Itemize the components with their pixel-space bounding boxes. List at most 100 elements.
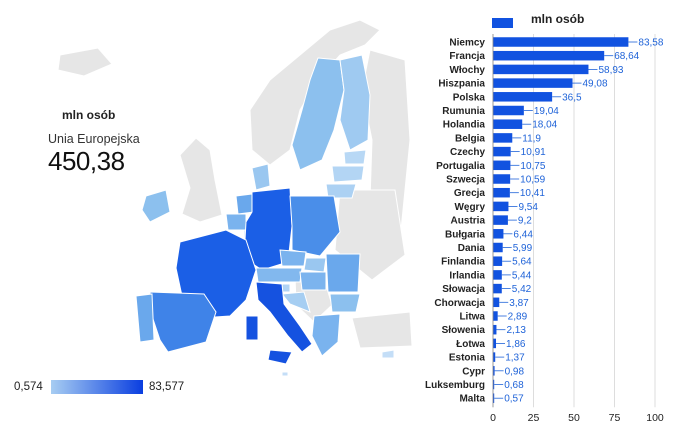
- x-tick-label: 25: [528, 412, 540, 421]
- bar: [493, 283, 502, 294]
- x-tick-label: 75: [609, 412, 621, 421]
- value-label: 68,64: [614, 51, 639, 62]
- category-label: Dania: [458, 243, 486, 254]
- category-label: Austria: [451, 216, 486, 227]
- category-label: Estonia: [449, 353, 486, 364]
- category-label: Czechy: [450, 147, 485, 158]
- value-label: 11,9: [522, 133, 541, 144]
- value-label: 2,13: [506, 325, 526, 336]
- legend-swatch: [492, 18, 513, 28]
- category-label: Łotwa: [456, 339, 485, 350]
- category-label: Hiszpania: [438, 79, 485, 90]
- value-label: 0,98: [505, 366, 525, 377]
- category-label: Holandia: [443, 120, 486, 131]
- x-tick-label: 50: [568, 412, 580, 421]
- czechia-shape: [279, 249, 307, 267]
- value-label: 10,91: [521, 147, 546, 158]
- value-label: 5,42: [512, 284, 532, 295]
- value-label: 49,08: [583, 79, 608, 90]
- ireland-shape: [141, 189, 171, 223]
- value-label: 5,64: [512, 257, 532, 268]
- value-label: 1,86: [506, 339, 526, 350]
- value-label: 83,58: [638, 38, 663, 49]
- value-label: 9,54: [518, 202, 538, 213]
- bar: [493, 78, 573, 88]
- value-label: 5,44: [512, 270, 532, 281]
- x-tick-label: 0: [490, 412, 496, 421]
- netherlands-shape: [235, 193, 255, 215]
- bar: [493, 119, 523, 129]
- value-label: 19,04: [534, 106, 559, 117]
- bar: [493, 256, 503, 266]
- choropleth-map-panel: mln osób Unia Europejska 450,38 0,574 83…: [14, 19, 413, 394]
- bar: [493, 393, 495, 403]
- axis-layer: 0 25 50 75 100: [490, 34, 664, 421]
- category-label: Cypr: [462, 366, 485, 377]
- category-label: Irlandia: [449, 270, 485, 281]
- category-label: Malta: [459, 394, 485, 405]
- lithuania-shape: [325, 183, 357, 199]
- value-label: 0,68: [504, 380, 524, 391]
- value-label: 9,2: [518, 216, 532, 227]
- hungary-shape: [299, 271, 327, 291]
- bar: [493, 133, 513, 143]
- value-label: 0,57: [504, 394, 524, 405]
- bar: [493, 146, 511, 157]
- category-label: Grecja: [454, 188, 486, 199]
- austria-shape: [255, 267, 303, 283]
- category-label: Polska: [453, 92, 486, 103]
- value-label: 10,41: [520, 188, 545, 199]
- category-label: Luksemburg: [425, 380, 485, 391]
- bar-layer: [493, 37, 629, 403]
- value-label: 10,75: [520, 161, 545, 172]
- category-label: Litwa: [459, 312, 485, 323]
- category-label: Niemcy: [449, 38, 485, 49]
- bar: [493, 215, 508, 225]
- greece-shape: [311, 313, 341, 357]
- bar: [493, 37, 629, 47]
- x-tick-label: 100: [646, 412, 664, 421]
- europe-map: [57, 19, 413, 377]
- romania-shape: [325, 253, 361, 293]
- category-label: Belgia: [455, 133, 485, 144]
- value-label: 36,5: [562, 92, 582, 103]
- value-label: 2,89: [508, 312, 528, 323]
- bar: [493, 105, 524, 116]
- category-label: Włochy: [449, 65, 485, 76]
- spain-shape: [149, 291, 217, 353]
- iceland-shape: [57, 47, 113, 77]
- bar: [493, 201, 509, 212]
- bar: [493, 324, 497, 335]
- bar: [493, 270, 502, 280]
- value-label: 3,87: [509, 298, 529, 309]
- total-population: 450,38: [48, 146, 125, 176]
- italy-shape: [245, 281, 313, 365]
- bar: [493, 242, 503, 253]
- bar-chart: Niemcy 83,58 Francja 68,64 Włochy 58,93 Hiszpa…: [425, 34, 664, 421]
- category-label: Słowacja: [442, 284, 485, 295]
- bar: [493, 92, 553, 102]
- value-label: 18,04: [532, 120, 557, 131]
- color-scale-bar: [51, 380, 143, 394]
- turkey-shape: [351, 311, 413, 349]
- bar: [493, 160, 511, 171]
- value-label: 10,59: [520, 175, 545, 186]
- value-label: 6,44: [513, 229, 533, 240]
- bar: [493, 379, 495, 390]
- category-label: Francja: [449, 51, 485, 62]
- cyprus-shape: [381, 349, 395, 359]
- category-label: Chorwacja: [434, 298, 485, 309]
- bar: [493, 174, 511, 184]
- poland-shape: [289, 195, 341, 257]
- category-label: Bułgaria: [445, 229, 485, 240]
- slovakia-shape: [303, 257, 327, 273]
- bar: [493, 311, 498, 321]
- color-scale-max: 83,577: [149, 381, 185, 393]
- value-label: 5,99: [513, 243, 533, 254]
- estonia-shape: [343, 149, 367, 165]
- category-label: Szwecja: [446, 175, 485, 186]
- category-label: Finlandia: [441, 257, 485, 268]
- category-label: Portugalia: [436, 161, 485, 172]
- category-label: Rumunia: [442, 106, 485, 117]
- bulgaria-shape: [329, 293, 361, 313]
